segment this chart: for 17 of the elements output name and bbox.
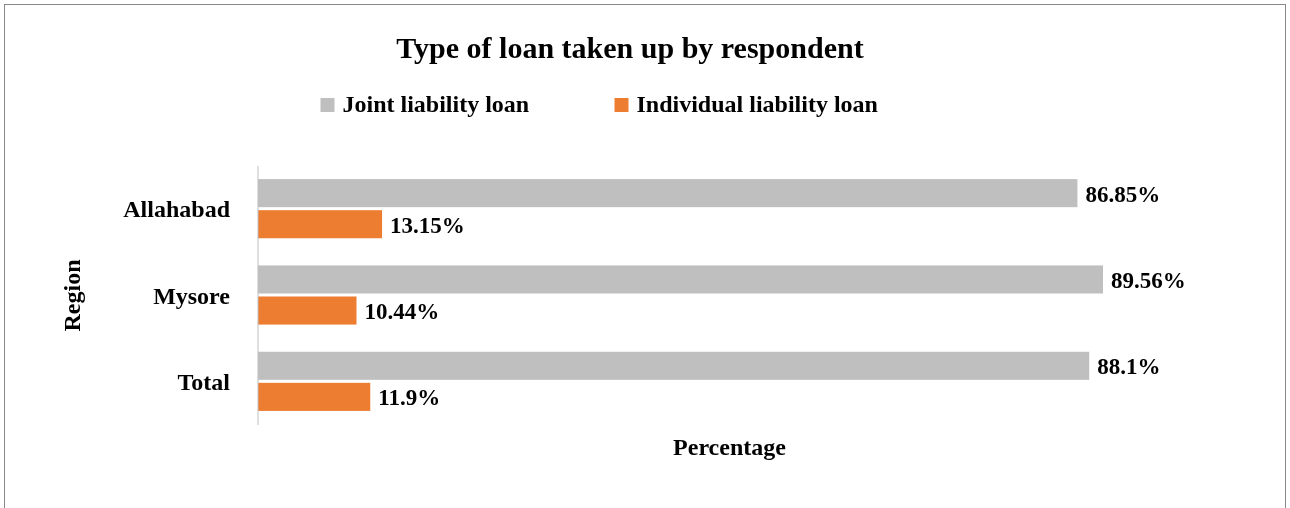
- x-axis-title: Percentage: [673, 434, 787, 460]
- bar: [258, 210, 383, 239]
- data-label: 11.9%: [378, 385, 441, 411]
- data-label: 10.44%: [364, 299, 440, 325]
- y-axis-title: Region: [59, 259, 85, 332]
- legend-label: Joint liability loan: [342, 91, 530, 117]
- bar: [258, 296, 357, 325]
- data-label: 13.15%: [390, 212, 465, 238]
- data-label: 86.85%: [1085, 181, 1161, 207]
- bar: [258, 382, 371, 411]
- legend-label: Individual liability loan: [636, 91, 878, 117]
- data-label: 88.1%: [1097, 354, 1161, 380]
- data-label: 89.56%: [1111, 267, 1186, 293]
- y-tick-label: Total: [177, 368, 231, 395]
- chart-title: Type of loan taken up by respondent: [396, 31, 864, 64]
- y-tick-label: Allahabad: [123, 196, 231, 223]
- y-tick-label: Mysore: [153, 282, 231, 309]
